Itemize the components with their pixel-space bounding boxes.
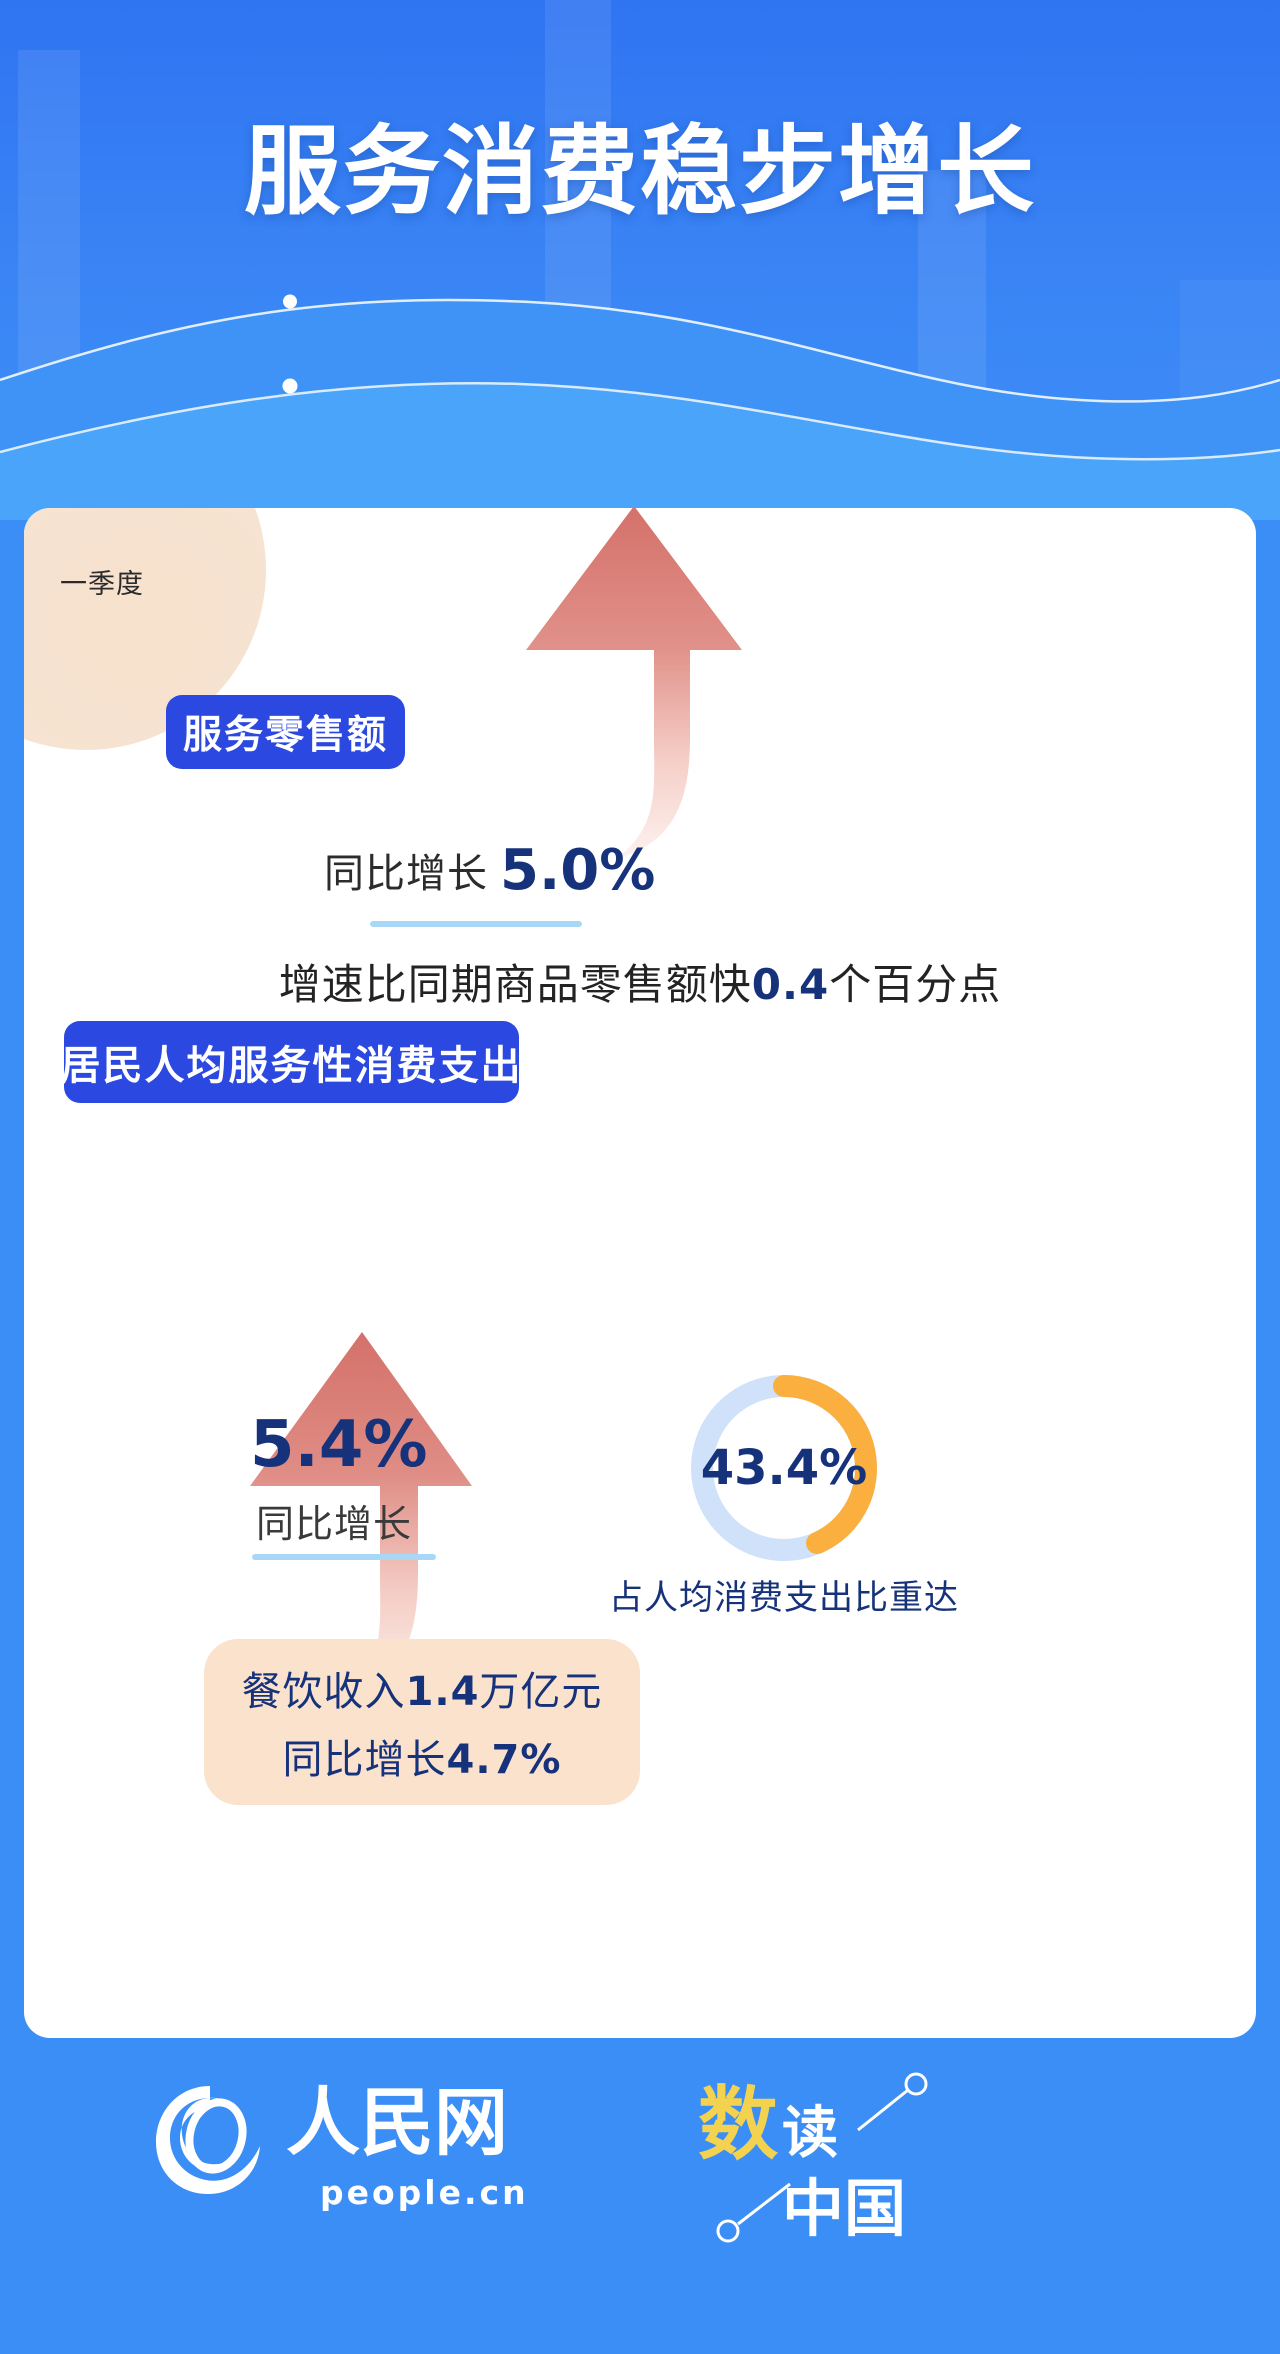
- people-logo-domain: people.cn: [320, 2173, 529, 2212]
- catering-growth-value: 4.7%: [446, 1737, 562, 1783]
- comparison-sentence: 增速比同期商品零售额快0.4个百分点: [24, 951, 1256, 1012]
- catering-growth-prefix: 同比增长: [282, 1737, 447, 1783]
- label-pill-service-retail: 服务零售额: [166, 695, 405, 769]
- catering-prefix: 餐饮收入: [241, 1669, 406, 1715]
- donut-chart: [684, 1368, 884, 1568]
- svg-text:人民网: 人民网: [286, 2080, 508, 2166]
- catering-value: 1.4: [405, 1669, 480, 1715]
- highlight-box-catering: 餐饮收入1.4万亿元 同比增长4.7%: [204, 1639, 640, 1805]
- comparison-suffix: 个百分点: [829, 960, 1002, 1009]
- season-badge: 一季度: [60, 569, 144, 600]
- stat-service-retail-growth: 同比增长 5.0%: [324, 838, 655, 903]
- shudu-zhongguo-brand-icon: 数 读 中国: [698, 2072, 928, 2245]
- label-pill-per-capita-service-spend: 居民人均服务性消费支出: [61, 1021, 521, 1103]
- brand-shu-char: 数: [698, 2078, 778, 2171]
- brand-zhongguo-chars: 中国: [782, 2172, 906, 2245]
- stat2-label: 同比增长: [256, 1502, 413, 1546]
- people-cn-logo: 人民网 people.cn: [150, 2080, 536, 2212]
- header-wave-decoration: [0, 294, 1280, 520]
- brand-du-char: 读: [782, 2101, 838, 2166]
- stat1-value: 5.0%: [500, 838, 656, 903]
- highlight-line-1: 餐饮收入1.4万亿元: [242, 1659, 603, 1717]
- main-content-card: 一季度 服务零售额 同比增长 5.0%: [24, 508, 1256, 2038]
- stat1-underline: [370, 921, 582, 927]
- footer: 人民网 people.cn 数 读 中国: [0, 2038, 1280, 2354]
- people-logo-text: 人民网 people.cn: [286, 2080, 536, 2212]
- stat2-underline: [252, 1554, 436, 1560]
- stat2-value: 5.4%: [250, 1408, 428, 1482]
- header-banner: 服务消费稳步增长: [0, 0, 1280, 520]
- people-logo-mark-icon: [156, 2086, 260, 2194]
- page-title: 服务消费稳步增长: [244, 115, 1036, 228]
- up-arrow-red-icon: [494, 508, 774, 908]
- catering-suffix: 万亿元: [479, 1669, 603, 1715]
- comparison-value: 0.4: [751, 960, 830, 1009]
- people-logo-chinese-icon: 人民网: [286, 2080, 508, 2166]
- donut-center-value: 43.4%: [700, 1440, 868, 1496]
- stat1-prefix-label: 同比增长: [324, 851, 488, 897]
- highlight-line-2: 同比增长4.7%: [283, 1727, 562, 1785]
- donut-caption: 占人均消费支出比重达: [609, 1578, 959, 1618]
- comparison-prefix: 增速比同期商品零售额快: [278, 960, 752, 1009]
- up-arrow-red-icon-2: [214, 1318, 504, 1748]
